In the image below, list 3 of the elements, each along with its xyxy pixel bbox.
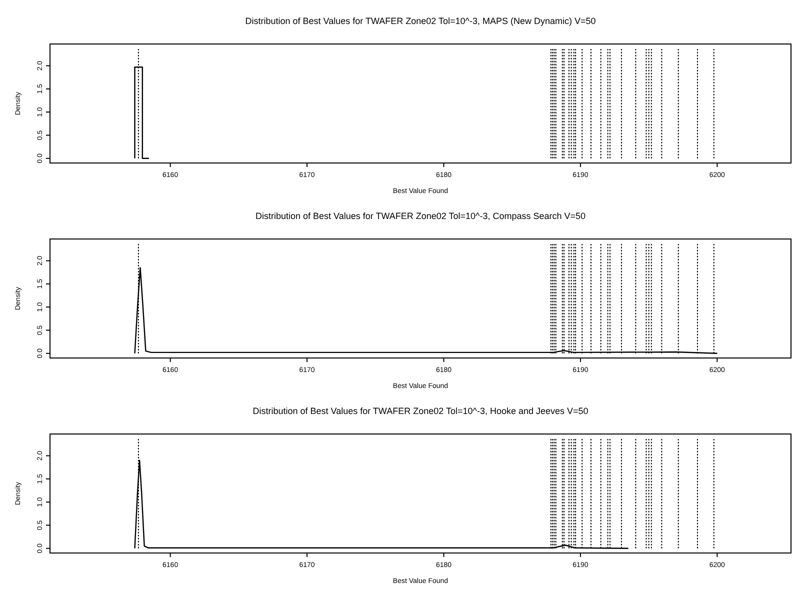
chart-title: Distribution of Best Values for TWAFER Zone02 Tol=10^-3, Hooke and Jeeves V=50	[252, 406, 588, 416]
chart-title: Distribution of Best Values for TWAFER Zone02 Tol=10^-3, Compass Search V=50	[255, 211, 586, 221]
chart-title: Distribution of Best Values for TWAFER Zone02 Tol=10^-3, MAPS (New Dynamic) V=50	[245, 16, 596, 26]
